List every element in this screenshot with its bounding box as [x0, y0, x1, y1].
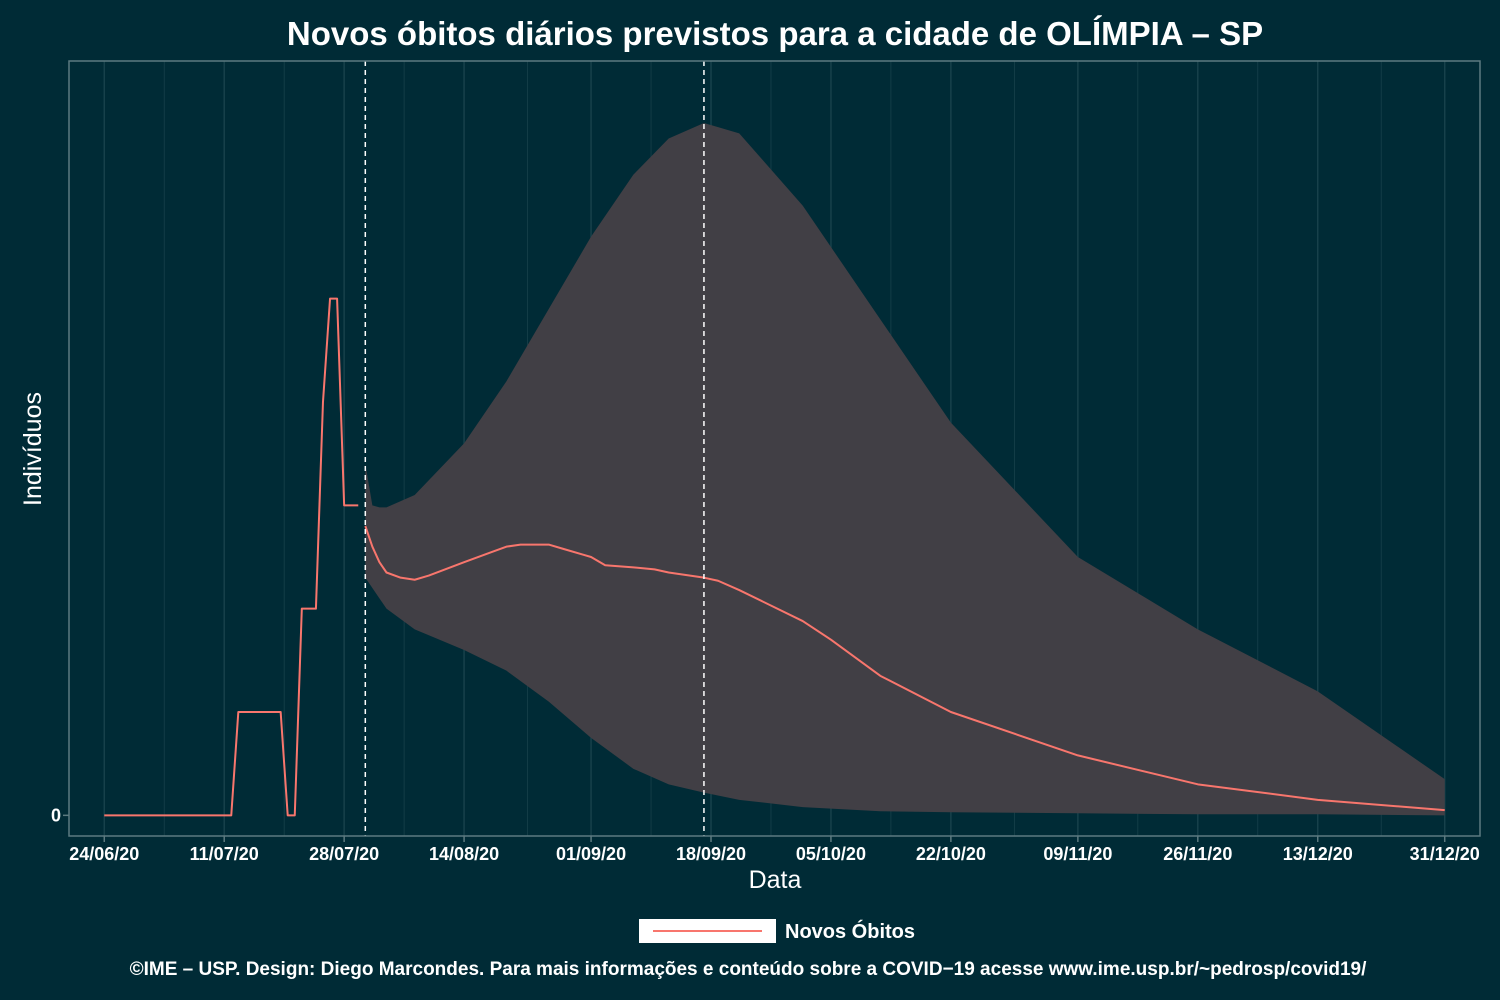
x-tick-label: 11/07/20: [190, 844, 259, 864]
x-axis-ticks: 24/06/20 11/07/20 28/07/20 14/08/20 01/09/20…: [69, 836, 1480, 864]
x-tick-label: 22/10/20: [916, 844, 986, 864]
x-tick-label: 13/12/20: [1283, 844, 1353, 864]
x-tick-label: 18/09/20: [676, 844, 746, 864]
y-tick-label: 0: [51, 805, 61, 825]
x-tick-label: 01/09/20: [556, 844, 626, 864]
legend-label: Novos Óbitos: [785, 919, 915, 943]
plot-panel: [103, 61, 1446, 836]
caption: ©IME – USP. Design: Diego Marcondes. Par…: [130, 959, 1367, 980]
x-tick-label: 26/11/20: [1163, 844, 1232, 864]
x-tick-label: 24/06/20: [69, 844, 139, 864]
x-tick-label: 28/07/20: [309, 844, 379, 864]
confidence-band: [365, 123, 1445, 816]
y-axis-title: Indivíduos: [19, 392, 47, 506]
panel-border: [68, 60, 1481, 837]
x-axis-title: Data: [749, 866, 802, 894]
legend: Novos Óbitos: [639, 919, 915, 943]
x-tick-label: 09/11/20: [1043, 844, 1112, 864]
y-axis-ticks: 0: [51, 805, 69, 825]
x-tick-label: 14/08/20: [429, 844, 499, 864]
series-line-forecast: [364, 525, 1445, 812]
chart-title: Novos óbitos diários previstos para a ci…: [287, 15, 1263, 52]
x-tick-label: 05/10/20: [796, 844, 866, 864]
series-line-observed: [104, 297, 359, 817]
x-tick-label: 31/12/20: [1410, 844, 1480, 864]
